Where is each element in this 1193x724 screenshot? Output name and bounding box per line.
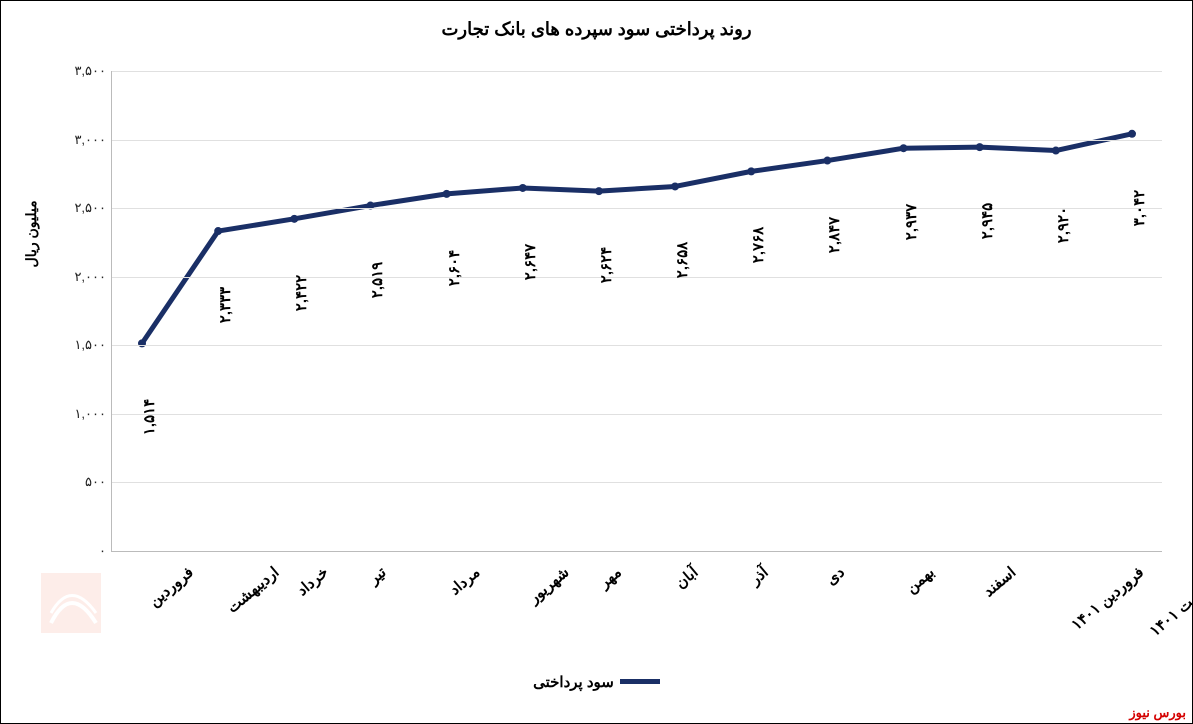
data-marker [1052, 147, 1060, 155]
gridline [112, 482, 1162, 483]
data-marker [747, 167, 755, 175]
y-axis-label: میلیون ریال [23, 200, 40, 267]
data-label: ۲,۶۲۴ [597, 247, 615, 283]
data-marker [671, 182, 679, 190]
x-tick-label: اسفند [979, 563, 1019, 600]
x-tick-label: اردیبهشت ۱۴۰۱ [1146, 563, 1193, 640]
x-tick-label: فروردین [145, 563, 197, 610]
data-label: ۱,۵۱۴ [140, 399, 158, 435]
data-marker [519, 184, 527, 192]
x-tick-label: خرداد [294, 563, 332, 599]
y-tick-label: ۲,۰۰۰ [61, 269, 106, 285]
data-label: ۲,۶۵۸ [673, 242, 691, 278]
legend-swatch [620, 679, 660, 684]
data-marker [214, 227, 222, 235]
gridline [112, 71, 1162, 72]
data-label: ۲,۷۶۸ [749, 227, 767, 263]
x-tick-label: آبان [672, 563, 702, 592]
watermark-text: بورس نیوز [1129, 705, 1186, 721]
data-label: ۲,۴۲۲ [293, 275, 311, 311]
x-tick-label: شهریور [525, 563, 573, 607]
legend: سود پرداختی [1, 671, 1192, 691]
data-label: ۲,۹۲۰ [1054, 206, 1072, 242]
chart-container: روند پرداختی سود سپرده های بانک تجارت می… [0, 0, 1193, 724]
y-tick-label: ۱,۵۰۰ [61, 337, 106, 353]
y-tick-label: ۵۰۰ [61, 474, 106, 490]
y-tick-label: ۳,۵۰۰ [61, 63, 106, 79]
gridline [112, 140, 1162, 141]
data-label: ۲,۶۰۴ [445, 250, 463, 286]
data-label: ۲,۸۴۷ [826, 216, 844, 252]
y-tick-label: ۰ [61, 543, 106, 559]
y-tick-label: ۱,۰۰۰ [61, 406, 106, 422]
data-marker [1128, 130, 1136, 138]
x-tick-label: تیر [365, 563, 390, 588]
y-tick-label: ۲,۵۰۰ [61, 200, 106, 216]
x-tick-label: مهر [595, 563, 624, 592]
data-label: ۲,۵۱۹ [369, 261, 387, 297]
data-marker [290, 215, 298, 223]
data-marker [823, 157, 831, 165]
gridline [112, 414, 1162, 415]
x-tick-label: مرداد [446, 563, 483, 599]
gridline [112, 277, 1162, 278]
x-tick-label: فروردین ۱۴۰۱ [1068, 563, 1147, 634]
line-layer [112, 71, 1162, 551]
data-marker [443, 190, 451, 198]
x-tick-label: بهمن [902, 563, 937, 597]
data-marker [595, 187, 603, 195]
data-marker [976, 143, 984, 151]
x-tick-label: دی [823, 563, 849, 589]
data-label: ۲,۶۴۷ [521, 244, 539, 280]
y-tick-label: ۳,۰۰۰ [61, 132, 106, 148]
x-tick-label: اردیبهشت [224, 563, 283, 617]
data-label: ۳,۰۴۲ [1130, 190, 1148, 226]
legend-item: سود پرداختی [533, 673, 660, 691]
legend-label: سود پرداختی [533, 673, 614, 691]
gridline [112, 208, 1162, 209]
chart-title: روند پرداختی سود سپرده های بانک تجارت [1, 1, 1192, 50]
plot-area [111, 71, 1162, 552]
data-marker [900, 144, 908, 152]
x-tick-label: آذر [746, 563, 771, 588]
data-label: ۲,۹۴۵ [978, 203, 996, 239]
data-label: ۲,۳۳۳ [216, 287, 234, 323]
gridline [112, 345, 1162, 346]
logo-watermark [41, 573, 131, 643]
data-label: ۲,۹۳۷ [902, 204, 920, 240]
